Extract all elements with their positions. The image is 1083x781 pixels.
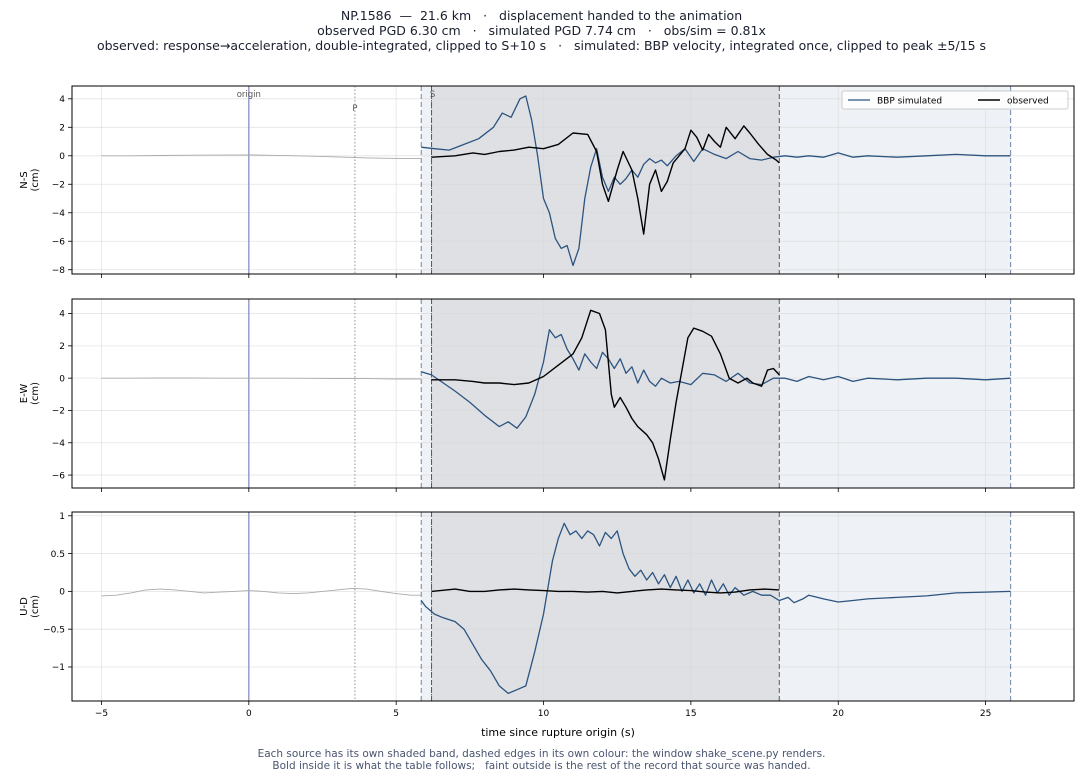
chart-header: NP.1586 — 21.6 km · displacement handed … (0, 8, 1083, 53)
observed-window-band (431, 512, 780, 701)
observed-series (431, 588, 780, 594)
y-tick-label: −4 (52, 209, 66, 219)
y-axis-label: (cm) (30, 168, 41, 191)
y-tick-label: 0 (59, 588, 65, 598)
header-title: NP.1586 — 21.6 km · displacement handed … (340, 8, 743, 23)
origin-label: origin (237, 90, 261, 100)
x-tick-label: 20 (833, 709, 845, 719)
observed-series (431, 125, 780, 235)
y-axis-label: E-W (19, 384, 30, 404)
y-axis-label: U-D (19, 597, 30, 616)
y-tick-label: −2 (52, 180, 65, 190)
y-tick-label: 4 (59, 310, 65, 320)
s-arrival-label: S (430, 90, 435, 100)
observed-series (431, 309, 780, 481)
panel-u-d (68, 511, 1075, 705)
y-tick-label: 4 (59, 95, 65, 105)
header-processing-note: observed: response→acceleration, double-… (96, 38, 987, 53)
legend-simulated-label: BBP simulated (877, 97, 942, 107)
x-tick-label: 0 (246, 709, 252, 719)
y-tick-label: −4 (52, 439, 66, 449)
y-tick-label: 0 (59, 152, 65, 162)
legend-observed-label: observed (1007, 97, 1049, 107)
chart-footer: Each source has its own shaded band, das… (0, 748, 1083, 772)
x-tick-label: 10 (538, 709, 550, 719)
legend-box (841, 90, 1069, 110)
observed-window-band (431, 299, 780, 488)
y-tick-label: −8 (52, 266, 66, 276)
y-axis-label: (cm) (30, 595, 41, 618)
y-tick-label: −6 (52, 237, 66, 247)
panel-frame (71, 298, 1075, 489)
x-axis-label: time since rupture origin (s) (481, 726, 635, 739)
y-tick-label: −0.5 (43, 625, 65, 635)
y-axis-label: (cm) (30, 382, 41, 405)
y-tick-label: −6 (52, 471, 66, 481)
faint-prefix-series (101, 587, 422, 597)
x-tick-label: 25 (980, 709, 991, 719)
footer-note-1: Each source has its own shaded band, das… (257, 748, 826, 760)
y-tick-label: 0 (59, 374, 65, 384)
x-tick-label: −5 (95, 709, 108, 719)
faint-prefix-series (101, 377, 422, 380)
bbp-simulated-series (421, 95, 1011, 267)
y-tick-label: 2 (59, 342, 65, 352)
x-tick-label: 5 (393, 709, 399, 719)
bbp-simulated-series (420, 522, 1011, 695)
y-tick-label: 2 (59, 124, 65, 134)
y-tick-label: −2 (52, 407, 65, 417)
panel-n-s (68, 85, 1075, 278)
panel-frame (71, 85, 1075, 275)
observed-window-band (431, 86, 780, 274)
panel-e-w (68, 298, 1075, 492)
p-arrival-label: P (352, 104, 357, 114)
y-tick-label: −1 (52, 663, 65, 673)
y-tick-label: 1 (59, 512, 65, 522)
faint-prefix-series (101, 154, 422, 159)
x-tick-label: 15 (685, 709, 696, 719)
header-pgd-summary: observed PGD 6.30 cm · simulated PGD 7.7… (317, 23, 766, 38)
y-axis-label: N-S (19, 171, 30, 188)
panel-frame (71, 511, 1075, 702)
bbp-simulated-series (421, 329, 1011, 429)
footer-note-2: Bold inside it is what the table follows… (272, 760, 811, 772)
y-tick-label: 0.5 (51, 550, 65, 560)
